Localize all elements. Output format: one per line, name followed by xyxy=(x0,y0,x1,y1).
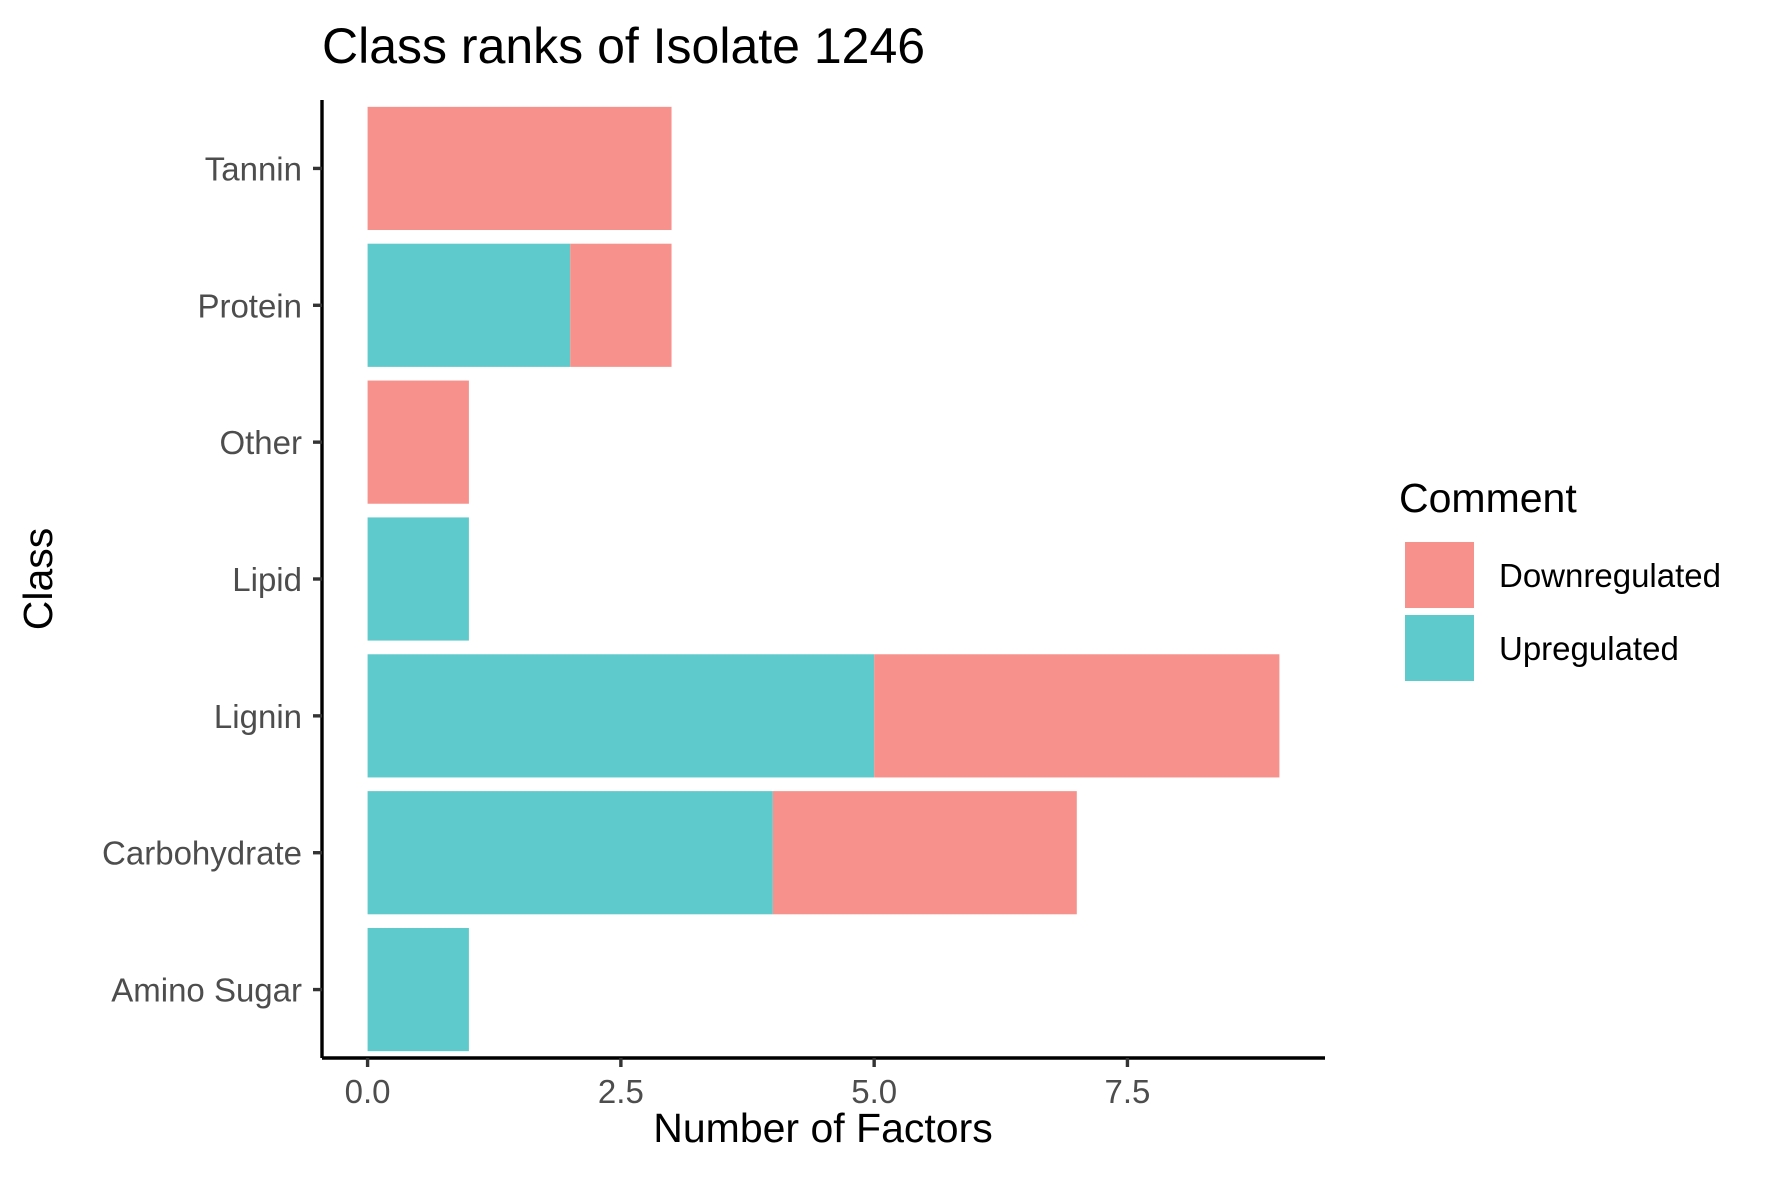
chart-title: Class ranks of Isolate 1246 xyxy=(322,18,925,74)
y-tick-label-lignin: Lignin xyxy=(214,698,302,735)
bar-lignin-upregulated xyxy=(368,654,875,777)
legend-label-downregulated: Downregulated xyxy=(1499,557,1721,594)
y-axis-title: Class xyxy=(15,528,61,631)
y-tick-label-lipid: Lipid xyxy=(232,561,302,598)
x-tick-label-0: 0.0 xyxy=(345,1073,391,1110)
bar-lignin-downregulated xyxy=(874,654,1279,777)
legend-label-upregulated: Upregulated xyxy=(1499,630,1679,667)
y-tick-label-tannin: Tannin xyxy=(205,150,302,187)
y-tick-label-carbohydrate: Carbohydrate xyxy=(102,835,302,872)
bar-lipid-upregulated xyxy=(368,517,469,640)
y-tick-label-amino-sugar: Amino Sugar xyxy=(111,972,302,1009)
x-tick-label-3: 7.5 xyxy=(1105,1073,1151,1110)
bar-amino-sugar-upregulated xyxy=(368,928,469,1051)
x-axis-title: Number of Factors xyxy=(653,1105,993,1151)
y-tick-label-protein: Protein xyxy=(197,287,302,324)
bar-other-downregulated xyxy=(368,381,469,504)
bar-carbohydrate-downregulated xyxy=(773,791,1077,914)
bar-protein-downregulated xyxy=(570,244,671,367)
bar-protein-upregulated xyxy=(368,244,571,367)
legend-title: Comment xyxy=(1399,475,1577,521)
legend-key-downregulated xyxy=(1405,542,1474,608)
bar-carbohydrate-upregulated xyxy=(368,791,773,914)
bar-tannin-downregulated xyxy=(368,107,672,230)
y-tick-label-other: Other xyxy=(219,424,302,461)
legend-key-upregulated xyxy=(1405,615,1474,681)
x-tick-label-1: 2.5 xyxy=(598,1073,644,1110)
